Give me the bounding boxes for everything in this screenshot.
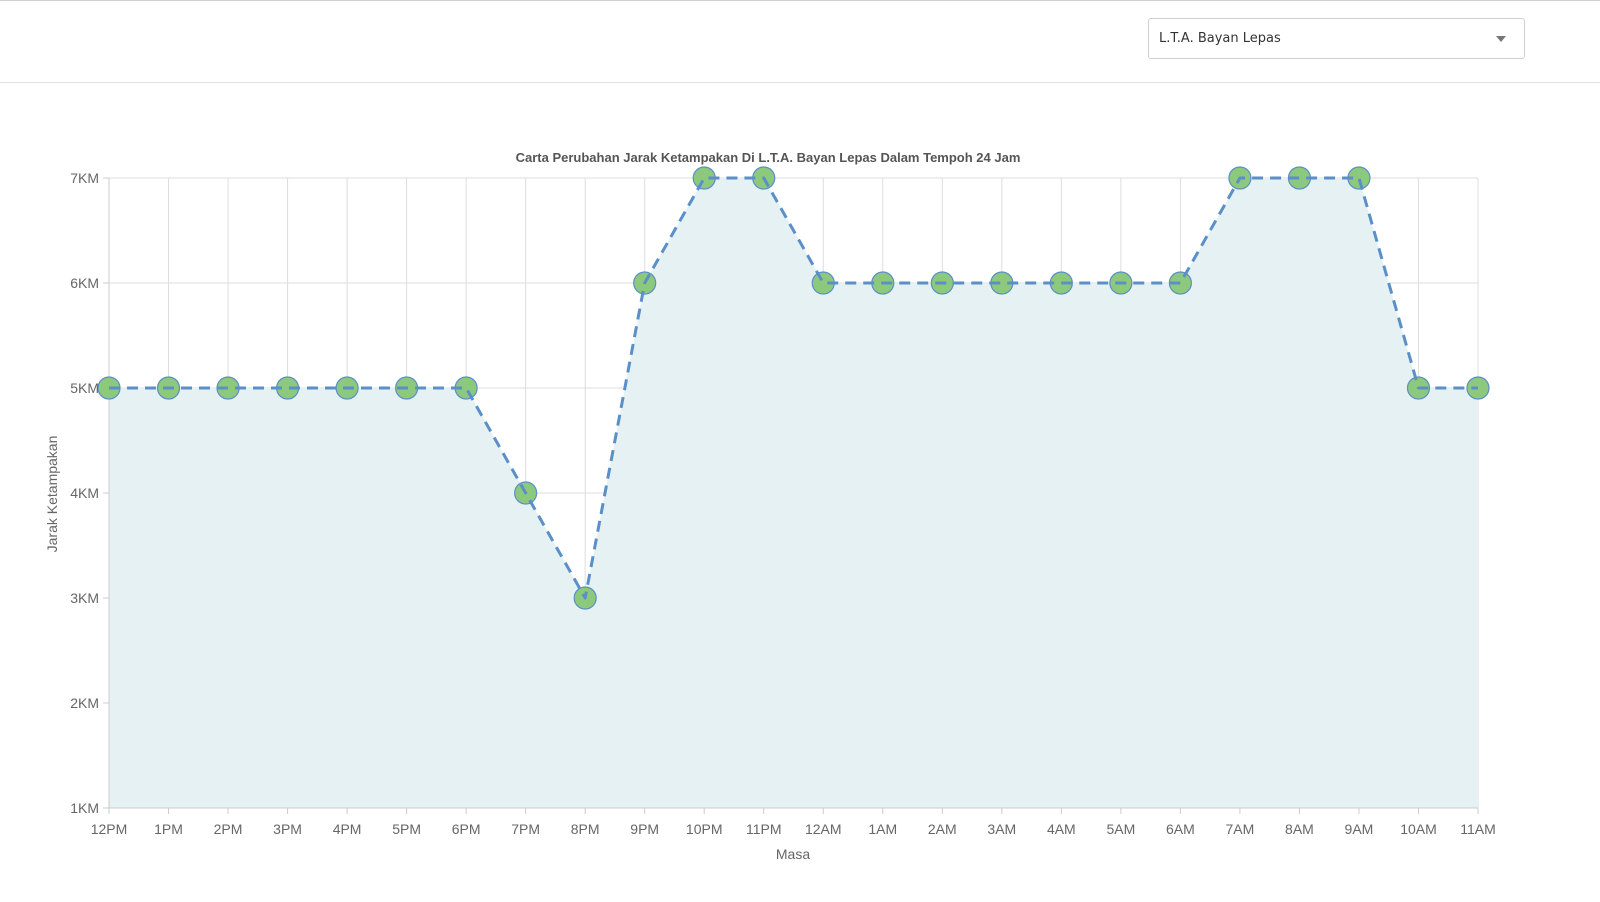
visibility-line-chart: Carta Perubahan Jarak Ketampakan Di L.T.…	[44, 150, 1496, 862]
y-tick-label: 5KM	[70, 380, 99, 396]
chevron-down-icon[interactable]	[1496, 36, 1506, 42]
x-tick-label: 11AM	[1460, 821, 1496, 837]
header-bar: L.T.A. Bayan Lepas	[0, 1, 1600, 83]
y-axis-title: Jarak Ketampakan	[44, 436, 60, 553]
x-tick-label: 9PM	[630, 821, 659, 837]
x-tick-label: 8AM	[1285, 821, 1314, 837]
x-tick-label: 11PM	[746, 821, 782, 837]
y-tick-label: 2KM	[70, 695, 99, 711]
x-tick-label: 2AM	[928, 821, 957, 837]
x-tick-label: 8PM	[571, 821, 600, 837]
y-tick-label: 6KM	[70, 275, 99, 291]
x-tick-label: 3PM	[273, 821, 302, 837]
area-layer	[109, 178, 1478, 808]
x-tick-label: 10PM	[686, 821, 723, 837]
x-tick-label: 7AM	[1226, 821, 1255, 837]
y-tick-label: 1KM	[70, 800, 99, 816]
y-tick-label: 3KM	[70, 590, 99, 606]
axis-layer	[103, 177, 1479, 814]
station-select[interactable]: L.T.A. Bayan Lepas	[1148, 18, 1525, 59]
point-layer	[97, 166, 1490, 610]
x-tick-label: 5PM	[392, 821, 421, 837]
x-tick-label: 1PM	[154, 821, 183, 837]
x-tick-label: 4PM	[333, 821, 362, 837]
x-tick-label: 1AM	[868, 821, 897, 837]
y-tick-label: 7KM	[70, 170, 99, 186]
x-tick-label: 5AM	[1106, 821, 1135, 837]
x-axis-title: Masa	[776, 846, 810, 862]
area-fill	[109, 178, 1478, 808]
x-tick-label: 9AM	[1345, 821, 1374, 837]
x-tick-label: 2PM	[214, 821, 243, 837]
y-tick-label: 4KM	[70, 485, 99, 501]
x-tick-label: 7PM	[511, 821, 540, 837]
label-layer: Carta Perubahan Jarak Ketampakan Di L.T.…	[44, 150, 1496, 862]
x-tick-label: 6AM	[1166, 821, 1195, 837]
x-tick-label: 10AM	[1400, 821, 1437, 837]
chart-container: Carta Perubahan Jarak Ketampakan Di L.T.…	[0, 83, 1600, 897]
x-tick-label: 4AM	[1047, 821, 1076, 837]
top-border	[0, 0, 1600, 1]
x-tick-label: 12AM	[805, 821, 842, 837]
x-tick-label: 12PM	[91, 821, 128, 837]
chart-title: Carta Perubahan Jarak Ketampakan Di L.T.…	[516, 150, 1021, 165]
x-tick-label: 3AM	[987, 821, 1016, 837]
station-select-value: L.T.A. Bayan Lepas	[1159, 31, 1281, 46]
series-line	[109, 176, 1478, 600]
x-tick-label: 6PM	[452, 821, 481, 837]
